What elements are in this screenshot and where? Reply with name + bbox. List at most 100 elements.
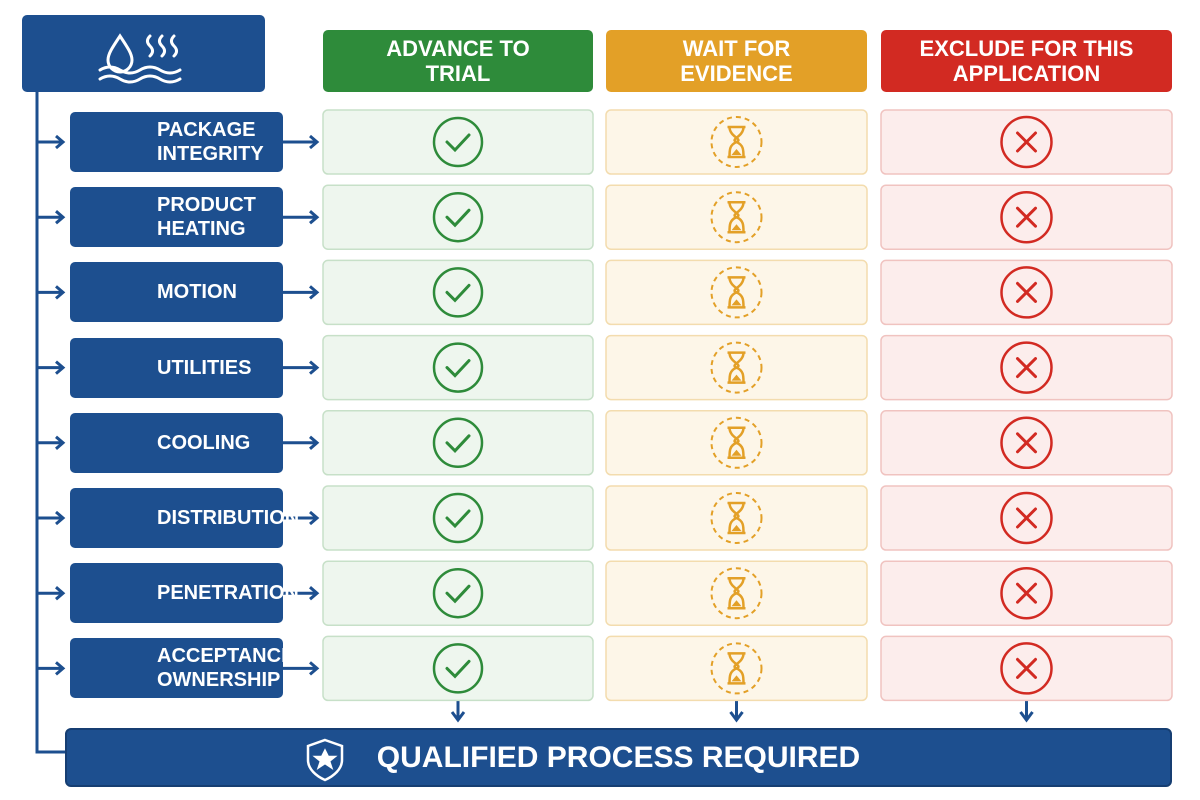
hourglass-sand [731, 299, 742, 306]
check-mark [445, 659, 471, 679]
row-label-box-text: PENETRATION [157, 582, 299, 605]
cross-circle [1000, 341, 1053, 394]
hourglass-circle [710, 116, 763, 168]
cross-mark [1016, 582, 1037, 604]
row-label-box: PENETRATION [70, 563, 299, 624]
cross-circle [1000, 491, 1053, 545]
row-label-box: COOLING [70, 412, 283, 473]
cell [880, 184, 1173, 250]
check-circle [432, 267, 484, 318]
check-mark [445, 208, 471, 228]
check-circle [432, 492, 484, 544]
hourglass-sand [731, 149, 742, 155]
cell [880, 259, 1173, 326]
cell [880, 410, 1173, 476]
hourglass-sand [731, 525, 742, 531]
check-mark [445, 434, 471, 453]
row-label-box-text: ACCEPTANCE OWNERSHIP [157, 645, 295, 692]
cross-circle [1000, 115, 1053, 169]
hourglass [727, 351, 746, 384]
branch-arrow [37, 285, 66, 300]
row-label-box: UTILITIES [70, 337, 283, 398]
branch-arrow [37, 661, 66, 676]
hourglass [727, 652, 746, 685]
row-label-box-text: UTILITIES [157, 356, 252, 379]
footer-box: QUALIFIED PROCESS REQUIRED [65, 728, 1172, 787]
cross-mark [1016, 657, 1037, 679]
column-header: ADVANCE TO TRIAL [323, 30, 593, 92]
trunk-line [35, 92, 65, 754]
cell [605, 560, 868, 626]
cell [880, 334, 1173, 401]
row-arrow [283, 360, 320, 375]
root-icon [98, 33, 182, 84]
cell [322, 485, 594, 551]
check-circle [432, 116, 484, 168]
cell [880, 635, 1173, 702]
cell [605, 259, 868, 326]
row-label-box: PACKAGE INTEGRITY [70, 112, 283, 172]
cell [322, 560, 594, 626]
cross-mark [1016, 507, 1037, 529]
hourglass-circle [710, 416, 763, 469]
cell [605, 184, 868, 250]
hourglass-circle [710, 492, 763, 544]
cell [880, 109, 1173, 175]
cell [605, 410, 868, 476]
branch-arrow [37, 360, 66, 375]
cell [605, 635, 868, 702]
hourglass-sand [731, 374, 742, 381]
cross-circle [1000, 266, 1053, 319]
row-arrow [283, 210, 320, 225]
cell [322, 259, 594, 326]
hourglass-circle [710, 266, 763, 319]
hourglass-sand [731, 224, 742, 231]
row-label-box-text: PRODUCT HEATING [157, 194, 256, 241]
check-mark [445, 283, 471, 303]
branch-arrow [37, 210, 66, 225]
check-circle [432, 417, 484, 469]
hourglass-circle [710, 191, 763, 244]
cross-mark [1016, 432, 1037, 454]
check-mark [445, 133, 471, 153]
cross-circle [1000, 642, 1053, 695]
row-label-box: DISTRIBUTION [70, 488, 299, 548]
hourglass-circle [710, 642, 763, 695]
hourglass [727, 426, 746, 460]
branch-arrow [37, 510, 66, 526]
cell [322, 410, 594, 476]
cross-mark [1016, 357, 1037, 379]
hourglass-circle [710, 567, 763, 620]
cell [880, 560, 1173, 626]
row-arrow [283, 134, 320, 150]
hourglass-circle [710, 341, 763, 394]
cross-mark [1016, 206, 1037, 228]
hourglass [727, 200, 746, 234]
check-circle [432, 342, 484, 393]
row-label-box: ACCEPTANCE OWNERSHIP [70, 638, 294, 699]
check-mark [445, 584, 471, 604]
column-header-text: ADVANCE TO TRIAL [386, 36, 530, 86]
row-arrow [283, 435, 320, 450]
cell [322, 109, 594, 175]
cross-circle [1000, 566, 1053, 620]
branch-arrow [37, 134, 66, 150]
column-header: EXCLUDE FOR THIS APPLICATION [881, 30, 1172, 92]
row-arrow [283, 285, 320, 300]
hourglass [727, 501, 746, 535]
cross-circle [1000, 190, 1053, 244]
column-header-text: EXCLUDE FOR THIS APPLICATION [919, 36, 1134, 86]
cross-mark [1016, 281, 1037, 303]
row-label-box: PRODUCT HEATING [70, 187, 283, 248]
branch-arrow [37, 435, 66, 450]
cell [605, 485, 868, 551]
row-label-box-text: COOLING [157, 431, 251, 454]
row-label-box-text: PACKAGE INTEGRITY [157, 119, 264, 165]
row-label-box: MOTION [70, 262, 283, 323]
check-circle [432, 643, 484, 694]
cell [322, 334, 594, 401]
down-arrow [450, 700, 466, 723]
check-circle [432, 567, 484, 619]
column-header-text: WAIT FOR EVIDENCE [680, 36, 793, 86]
